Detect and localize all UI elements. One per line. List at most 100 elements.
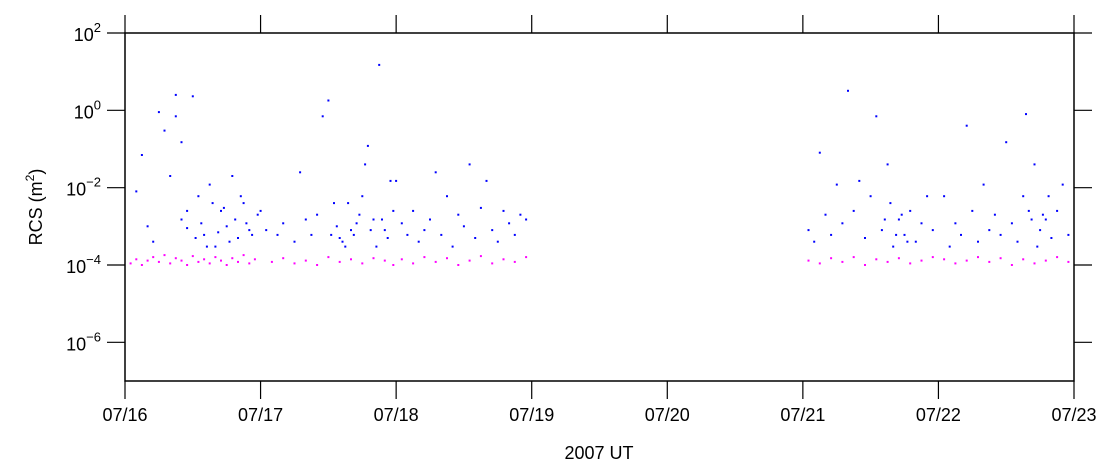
detection_limit-point [965,259,968,262]
detections-point [807,229,810,232]
detections-point [1016,240,1019,243]
detections-point [502,209,505,212]
detection_limit-point [909,262,912,265]
detections-point [948,245,951,248]
detections-point [909,209,912,212]
detections-point [1056,209,1059,212]
detection_limit-point [1022,258,1025,261]
detection_limit-point [203,258,206,261]
detections-point [256,213,259,216]
detections-point [310,233,313,236]
detection_limit-point [140,264,143,266]
detections-point [1005,141,1008,144]
detections-point [519,213,522,216]
detections-point [960,233,962,236]
y-axis-title: RCS (m2) [23,169,46,246]
detection_limit-point [152,256,155,259]
detections-point [197,195,200,198]
detections-point [352,233,355,236]
detection_limit-point [237,260,239,263]
detection_limit-point [423,256,426,259]
detections-point [251,233,254,236]
detections-point [282,222,285,225]
detections-point [338,237,341,239]
detections-point [954,222,957,225]
detection_limit-point [479,255,482,258]
detection_limit-point [327,256,330,259]
detections-point [875,115,878,118]
detections-point [830,233,833,236]
detections-point [906,240,909,243]
detection_limit-point [897,257,900,260]
detection_limit-point [954,262,957,265]
detections-point [1061,183,1064,186]
detection_limit-point [807,259,810,262]
detections-point [239,195,242,198]
detection_limit-point [225,264,228,266]
detections-point [914,240,917,243]
detections-point [157,111,160,114]
detections-point [361,195,364,198]
detection_limit-point [1033,262,1036,265]
detections-point [525,218,528,221]
detections-point [163,129,166,132]
detections-point [222,206,225,209]
detections-point [186,227,189,230]
x-tick-label: 07/19 [509,405,554,425]
detections-point [406,233,409,236]
detection_limit-point [412,262,415,265]
detection_limit-point [434,260,437,263]
detection_limit-point [270,260,273,263]
detections-point [892,245,895,248]
detections-point [883,218,886,221]
x-tick-label: 07/16 [102,405,147,425]
y-tick-label: 10−2 [66,175,101,200]
detections-point [474,237,477,239]
detections-point [988,229,991,232]
detection_limit-point [875,258,878,261]
detection_limit-point [146,259,149,262]
detections-point [372,218,375,221]
detections-point [1010,222,1013,225]
detections-point [897,218,900,221]
detections-point [880,229,883,232]
detection_limit-point [220,259,222,262]
detection_limit-point [169,262,172,265]
detections-point [146,225,149,228]
detections-point [174,115,177,118]
detections-point [364,163,367,166]
detections-point [383,229,386,232]
detection_limit-point [931,256,934,259]
detection_limit-point [886,260,889,263]
detection_limit-point [186,264,189,266]
detections-point [245,222,248,225]
detections-point [350,229,352,232]
detections-point [152,240,155,243]
detections-point [225,225,228,228]
detections-point [316,213,319,216]
detections-point [330,233,333,236]
detection_limit-point [383,259,386,262]
detection_limit-point [513,260,516,263]
detection_limit-point [920,259,923,262]
detections-point [889,202,892,205]
detection_limit-point [468,259,471,262]
detections-point [276,233,279,236]
detections-point [485,179,488,182]
detections-point [299,171,302,174]
detections-point [417,240,420,243]
detection_limit-point [197,260,200,263]
detection_limit-point [457,264,460,266]
detection_limit-point [248,262,251,265]
detections-point [186,209,189,212]
detections-point [234,218,237,221]
detections-point [1044,218,1047,221]
detections-point [864,237,866,239]
detections-point [451,245,454,248]
detections-point [1067,233,1070,236]
detections-point [926,195,929,198]
detections-point [180,218,183,221]
detections-point [886,163,889,166]
detections-point [1050,237,1053,239]
detection_limit-point [852,256,855,259]
